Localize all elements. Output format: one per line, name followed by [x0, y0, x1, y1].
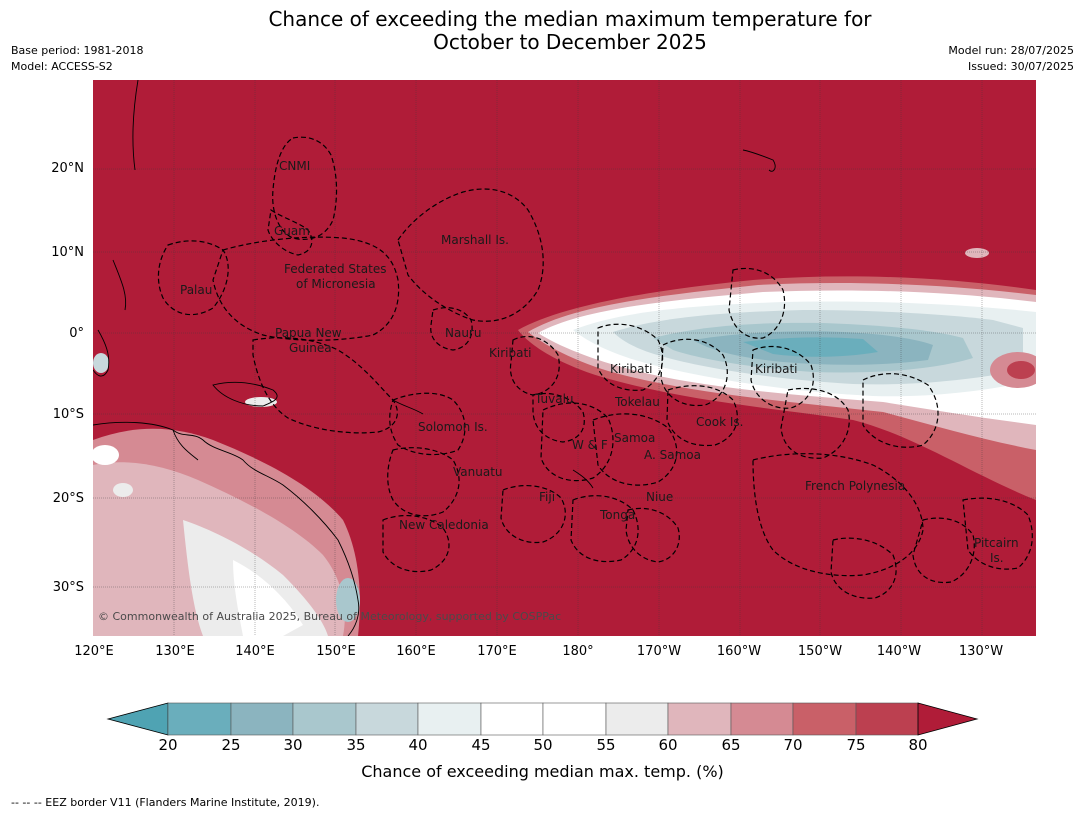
- colorbar-below-20: [106, 702, 169, 736]
- region-png-line1: Papua New: [275, 326, 342, 340]
- colorbar-tick-45: 45: [471, 736, 491, 754]
- lat-label-30s: 30°S: [52, 580, 84, 595]
- equatorial-anomaly-region: [518, 248, 1036, 500]
- colorbar-above-80: [917, 702, 979, 736]
- colorbar-65-70: [730, 702, 794, 736]
- lat-label-20s: 20°S: [52, 491, 84, 506]
- region-cook: Cook Is.: [696, 415, 744, 429]
- region-wf: W & F: [572, 438, 608, 452]
- colorbar-tick-30: 30: [283, 736, 303, 754]
- chart-title: Chance of exceeding the median maximum t…: [0, 8, 1085, 54]
- colorbar-tick-20: 20: [158, 736, 178, 754]
- region-nauru: Nauru: [445, 326, 482, 340]
- colorbar-35-40: [355, 702, 419, 736]
- meta-right: Model run: 28/07/2025 Issued: 30/07/2025: [948, 43, 1074, 75]
- map-canvas: [93, 80, 1036, 636]
- map-area: CNMI Guam Marshall Is. Federated States …: [93, 80, 1036, 636]
- colorbar-tick-35: 35: [346, 736, 366, 754]
- colorbar-tick-40: 40: [408, 736, 428, 754]
- region-kiribati-west: Kiribati: [489, 346, 532, 360]
- region-niue: Niue: [646, 490, 674, 504]
- region-kiribati-east: Kiribati: [755, 362, 798, 376]
- region-palau: Palau: [180, 283, 213, 297]
- region-guam: Guam: [274, 224, 310, 238]
- region-asamoa: A. Samoa: [644, 448, 701, 462]
- title-line-1: Chance of exceeding the median maximum t…: [268, 7, 872, 31]
- lat-label-10s: 10°S: [52, 407, 84, 422]
- lon-label-140w: 140°W: [876, 644, 922, 659]
- eez-footnote: -- -- -- EEZ border V11 (Flanders Marine…: [11, 796, 320, 809]
- region-fsm-line2: of Micronesia: [296, 277, 376, 291]
- meta-left: Base period: 1981-2018 Model: ACCESS-S2: [11, 43, 143, 75]
- australia-anomaly-region: [93, 428, 360, 636]
- png-highlands-patch: [245, 397, 277, 407]
- lat-label-20n: 20°N: [51, 161, 84, 176]
- colorbar-50-55: [542, 702, 607, 736]
- lon-label-160e: 160°E: [396, 644, 436, 659]
- lon-label-140e: 140°E: [235, 644, 275, 659]
- region-marshall: Marshall Is.: [441, 233, 509, 247]
- colorbar-tick-75: 75: [846, 736, 866, 754]
- region-tonga: Tonga: [600, 508, 636, 522]
- coastlines: [93, 80, 776, 636]
- region-kiribati-central: Kiribati: [610, 362, 653, 376]
- colorbar: [106, 702, 979, 736]
- region-solomon: Solomon Is.: [418, 420, 488, 434]
- region-png-line2: Guinea: [289, 341, 332, 355]
- colorbar-tick-65: 65: [721, 736, 741, 754]
- colorbar-tick-25: 25: [221, 736, 241, 754]
- lon-label-130w: 130°W: [958, 644, 1004, 659]
- philippines-patch: [93, 353, 109, 373]
- lon-label-150w: 150°W: [797, 644, 843, 659]
- lat-label-10n: 10°N: [51, 245, 84, 260]
- colorbar-30-35: [292, 702, 357, 736]
- lon-label-130e: 130°E: [155, 644, 195, 659]
- model-run-text: Model run: 28/07/2025: [948, 44, 1074, 57]
- region-samoa: Samoa: [614, 431, 656, 445]
- eez-borders: [157, 136, 1033, 599]
- region-pitcairn-line1: Pitcairn: [974, 536, 1019, 550]
- colorbar-25-30: [230, 702, 294, 736]
- region-new-caledonia: New Caledonia: [399, 518, 489, 532]
- lon-label-170w: 170°W: [636, 644, 682, 659]
- base-period-text: Base period: 1981-2018: [11, 44, 144, 57]
- colorbar-45-50: [480, 702, 544, 736]
- lon-label-170e: 170°E: [477, 644, 517, 659]
- colorbar-20-25: [167, 702, 232, 736]
- issued-text: Issued: 30/07/2025: [967, 60, 1074, 73]
- region-tokelau: Tokelau: [615, 395, 660, 409]
- region-french-polynesia: French Polynesia: [805, 479, 906, 493]
- region-fiji: Fiji: [539, 490, 556, 504]
- lon-label-160w: 160°W: [716, 644, 762, 659]
- colorbar-tick-70: 70: [783, 736, 803, 754]
- lon-label-120e: 120°E: [74, 644, 114, 659]
- colorbar-55-60: [605, 702, 669, 736]
- colorbar-60-65: [667, 702, 732, 736]
- colorbar-tick-50: 50: [533, 736, 553, 754]
- colorbar-75-80: [855, 702, 919, 736]
- colorbar-tick-55: 55: [596, 736, 616, 754]
- lat-label-0: 0°: [69, 326, 84, 341]
- colorbar-label: Chance of exceeding median max. temp. (%…: [361, 762, 724, 781]
- graticule: [93, 80, 1036, 636]
- copyright-notice: © Commonwealth of Australia 2025, Bureau…: [98, 610, 562, 623]
- colorbar-tick-60: 60: [658, 736, 678, 754]
- lon-label-150e: 150°E: [316, 644, 356, 659]
- lon-label-180: 180°: [562, 644, 594, 659]
- region-fsm-line1: Federated States: [284, 262, 387, 276]
- region-cnmi: CNMI: [279, 159, 311, 173]
- region-vanuatu: Vanuatu: [453, 465, 503, 479]
- model-text: Model: ACCESS-S2: [11, 60, 113, 73]
- colorbar-tick-80: 80: [908, 736, 928, 754]
- region-tuvalu: Tuvalu: [535, 392, 574, 406]
- region-pitcairn-line2: Is.: [990, 551, 1004, 565]
- colorbar-70-75: [792, 702, 857, 736]
- title-line-2: October to December 2025: [433, 30, 707, 54]
- colorbar-40-45: [417, 702, 482, 736]
